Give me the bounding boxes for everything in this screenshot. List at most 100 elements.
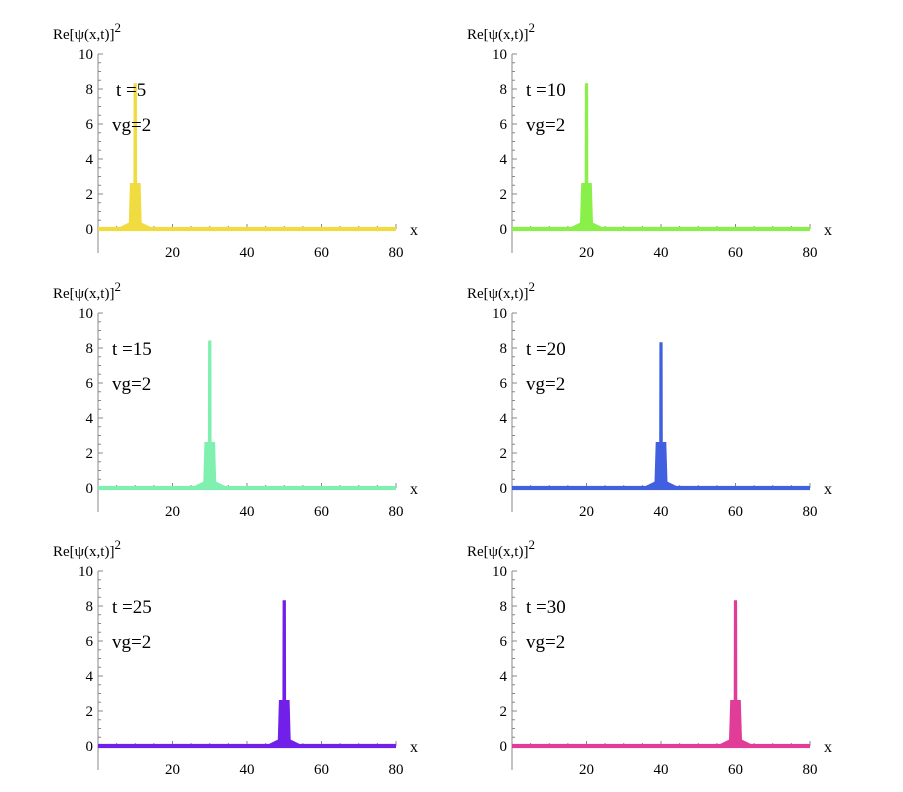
series-peak	[119, 83, 151, 230]
annotation-vg: vg=2	[526, 374, 565, 395]
y-tick-label: 0	[86, 739, 94, 755]
annotation-t: t =10	[526, 80, 566, 101]
y-tick-label: 0	[500, 739, 508, 755]
annotation-t: t =25	[112, 597, 152, 618]
x-tick-label: 80	[803, 504, 818, 520]
y-axis-label-superscript: 2	[528, 20, 535, 35]
chart-panel-1: 0 2 4 6 8 10 20 40 60 80 Re[ψ(x,t)]2 x t =5 vg=2	[53, 20, 418, 261]
y-tick-label: 8	[500, 82, 508, 98]
y-tick-label: 2	[86, 704, 94, 720]
y-axis-label: Re[ψ(x,t)]2	[467, 20, 535, 43]
x-tick-label: 40	[654, 245, 669, 261]
y-axis-label: Re[ψ(x,t)]2	[53, 279, 121, 302]
annotation-vg: vg=2	[526, 632, 565, 653]
x-tick-label: 40	[240, 504, 255, 520]
y-tick-label: 4	[500, 411, 508, 427]
y-tick-label: 8	[500, 341, 508, 357]
y-axis-label: Re[ψ(x,t)]2	[467, 537, 535, 560]
x-tick-label: 20	[579, 504, 594, 520]
chart-panel-3: 0 2 4 6 8 10 20 40 60 80 Re[ψ(x,t)]2 x t =15 vg=2	[53, 279, 418, 520]
x-tick-label: 80	[389, 245, 404, 261]
annotation-vg: vg=2	[112, 632, 151, 653]
y-axis-label: Re[ψ(x,t)]2	[53, 20, 121, 43]
x-tick-label: 60	[314, 245, 329, 261]
y-tick-label: 6	[86, 117, 94, 133]
chart-panel-2: 0 2 4 6 8 10 20 40 60 80 Re[ψ(x,t)]2 x t =10 vg=2	[467, 20, 832, 261]
y-tick-label: 8	[86, 341, 94, 357]
y-tick-label: 4	[86, 669, 94, 685]
x-axis-label: x	[824, 481, 832, 498]
y-tick-label: 2	[500, 704, 508, 720]
x-tick-label: 80	[389, 762, 404, 778]
y-tick-label: 10	[78, 564, 93, 580]
y-tick-label: 2	[500, 446, 508, 462]
x-tick-label: 40	[240, 245, 255, 261]
x-tick-label: 20	[165, 762, 180, 778]
x-tick-label: 80	[803, 762, 818, 778]
chart-panel-5: 0 2 4 6 8 10 20 40 60 80 Re[ψ(x,t)]2 x t =25 vg=2	[53, 537, 418, 778]
y-tick-label: 2	[86, 446, 94, 462]
chart-panel-4: 0 2 4 6 8 10 20 40 60 80 Re[ψ(x,t)]2 x t =20 vg=2	[467, 279, 832, 520]
y-tick-label: 4	[500, 669, 508, 685]
y-tick-label: 10	[492, 47, 507, 63]
annotation-t: t =20	[526, 339, 566, 360]
y-axis-label-superscript: 2	[114, 279, 121, 294]
x-tick-label: 60	[314, 762, 329, 778]
x-tick-label: 60	[314, 504, 329, 520]
y-tick-label: 10	[78, 306, 93, 322]
series-peak	[720, 600, 751, 747]
x-axis-label: x	[410, 481, 418, 498]
y-axis-label: Re[ψ(x,t)]2	[467, 279, 535, 302]
x-tick-label: 40	[654, 762, 669, 778]
x-axis-label: x	[824, 739, 832, 756]
y-tick-label: 6	[86, 376, 94, 392]
series-baseline	[98, 743, 396, 749]
x-tick-label: 80	[389, 504, 404, 520]
annotation-t: t =30	[526, 597, 566, 618]
y-tick-label: 6	[500, 117, 508, 133]
x-tick-label: 60	[728, 245, 743, 261]
series-peak	[194, 340, 226, 489]
y-tick-label: 0	[500, 222, 508, 238]
x-tick-label: 40	[240, 762, 255, 778]
series-baseline	[512, 226, 810, 232]
y-axis-label-superscript: 2	[114, 537, 121, 552]
y-axis-label-superscript: 2	[528, 279, 535, 294]
y-tick-label: 8	[86, 599, 94, 615]
chart-panel-6: 0 2 4 6 8 10 20 40 60 80 Re[ψ(x,t)]2 x t =30 vg=2	[467, 537, 832, 778]
series-peak	[268, 600, 300, 747]
y-tick-label: 0	[500, 481, 508, 497]
series-baseline	[98, 485, 396, 491]
y-tick-label: 4	[86, 152, 94, 168]
series-baseline	[512, 743, 810, 749]
x-axis-label: x	[410, 739, 418, 756]
y-axis-label-superscript: 2	[114, 20, 121, 35]
series-baseline	[98, 226, 396, 232]
y-tick-label: 4	[500, 152, 508, 168]
y-axis-label: Re[ψ(x,t)]2	[53, 537, 121, 560]
annotation-vg: vg=2	[526, 115, 565, 136]
x-tick-label: 20	[165, 245, 180, 261]
y-tick-label: 2	[500, 187, 508, 203]
y-tick-label: 10	[492, 564, 507, 580]
y-tick-label: 0	[86, 222, 94, 238]
x-tick-label: 20	[579, 762, 594, 778]
x-tick-label: 80	[803, 245, 818, 261]
y-axis-label-superscript: 2	[528, 537, 535, 552]
y-tick-label: 6	[500, 376, 508, 392]
annotation-t: t =15	[112, 339, 152, 360]
x-tick-label: 20	[579, 245, 594, 261]
x-axis-label: x	[824, 222, 832, 239]
x-tick-label: 60	[728, 504, 743, 520]
y-tick-label: 4	[86, 411, 94, 427]
x-tick-label: 60	[728, 762, 743, 778]
y-tick-label: 10	[492, 306, 507, 322]
series-peak	[571, 83, 602, 230]
x-tick-label: 20	[165, 504, 180, 520]
y-tick-label: 8	[86, 82, 94, 98]
y-tick-label: 6	[500, 634, 508, 650]
x-axis-label: x	[410, 222, 418, 239]
annotation-vg: vg=2	[112, 115, 151, 136]
annotation-t: t =5	[116, 80, 146, 101]
